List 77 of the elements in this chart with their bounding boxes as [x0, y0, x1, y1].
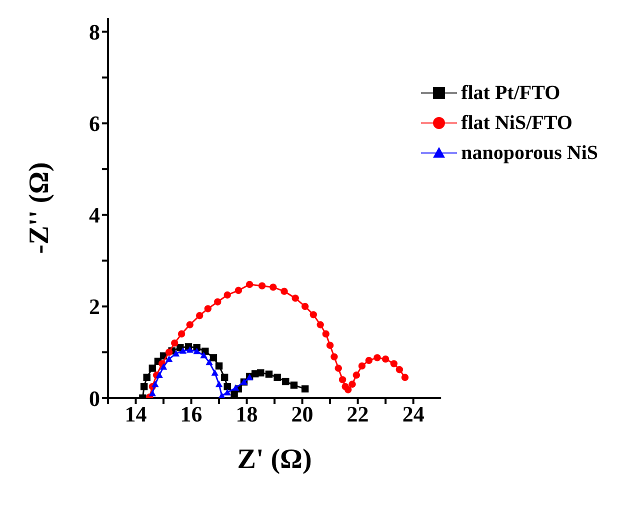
x-tick-label: 20: [291, 402, 314, 427]
y-tick-label: 8: [89, 20, 100, 45]
point: [148, 364, 156, 372]
point: [382, 355, 390, 363]
point: [220, 374, 228, 381]
point: [301, 302, 309, 310]
point: [322, 330, 330, 338]
point: [165, 348, 173, 356]
point: [196, 312, 204, 320]
point: [358, 362, 366, 370]
point: [165, 355, 173, 362]
point: [310, 311, 317, 318]
point: [265, 370, 273, 378]
x-tick-label: 16: [180, 402, 202, 427]
point: [258, 282, 266, 290]
point: [390, 360, 398, 368]
legend-label: flat Pt/FTO: [461, 82, 560, 104]
point: [338, 376, 346, 384]
point: [179, 347, 187, 354]
point: [396, 366, 404, 374]
point: [316, 321, 324, 328]
point: [143, 374, 150, 381]
point: [156, 372, 163, 378]
point: [344, 386, 352, 394]
point: [257, 369, 264, 376]
x-tick-label: 24: [402, 402, 424, 427]
point: [282, 378, 290, 386]
y-tick-label: 2: [89, 294, 100, 320]
point: [204, 305, 212, 312]
point: [186, 321, 194, 328]
point: [206, 358, 213, 366]
point: [152, 380, 159, 388]
y-tick-label: 6: [89, 111, 100, 136]
point: [215, 362, 223, 370]
point: [200, 352, 208, 358]
point: [210, 354, 218, 362]
point: [301, 385, 309, 392]
point: [224, 382, 231, 390]
point: [224, 291, 231, 299]
point: [140, 382, 148, 390]
point: [211, 369, 218, 376]
x-tick-label: 22: [346, 402, 369, 427]
point: [246, 280, 254, 288]
point: [214, 298, 222, 306]
point: [348, 380, 356, 388]
point: [274, 374, 281, 381]
point: [334, 364, 342, 372]
y-tick-label: 4: [89, 202, 100, 228]
point: [160, 363, 168, 370]
point: [178, 330, 186, 338]
point: [148, 390, 156, 396]
point: [234, 286, 242, 294]
point: [401, 374, 409, 381]
point: [224, 388, 231, 396]
point: [326, 342, 334, 349]
point: [193, 348, 200, 354]
point: [218, 392, 226, 398]
point: [172, 350, 180, 356]
point: [215, 380, 223, 388]
point: [374, 354, 381, 362]
point: [352, 372, 360, 379]
point: [270, 284, 277, 291]
x-tick-label: 18: [236, 402, 258, 427]
point: [330, 353, 338, 360]
point: [365, 356, 373, 364]
y-tick-label: 0: [89, 386, 100, 411]
point: [171, 339, 178, 347]
point: [292, 294, 299, 302]
point: [232, 384, 240, 391]
point: [280, 288, 288, 295]
legend-label: flat NiS/FTO: [461, 112, 572, 134]
y-axis-title: -Z'' (Ω): [24, 162, 55, 254]
x-axis-title: Z' (Ω): [237, 444, 312, 475]
point: [186, 346, 194, 353]
point: [290, 382, 298, 389]
legend-label: nanoporous NiS: [461, 142, 598, 164]
x-tick-label: 14: [124, 402, 147, 427]
